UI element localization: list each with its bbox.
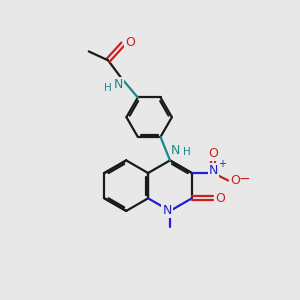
Text: O: O <box>125 36 135 49</box>
Text: −: − <box>239 172 250 186</box>
Text: N: N <box>171 144 180 157</box>
Text: O: O <box>215 192 225 205</box>
Text: N: N <box>162 204 172 218</box>
Text: H: H <box>183 147 190 157</box>
Text: +: + <box>218 158 226 169</box>
Text: N: N <box>114 78 123 91</box>
Text: O: O <box>231 174 241 187</box>
Text: H: H <box>104 83 112 93</box>
Text: N: N <box>208 164 218 177</box>
Text: O: O <box>208 147 218 160</box>
